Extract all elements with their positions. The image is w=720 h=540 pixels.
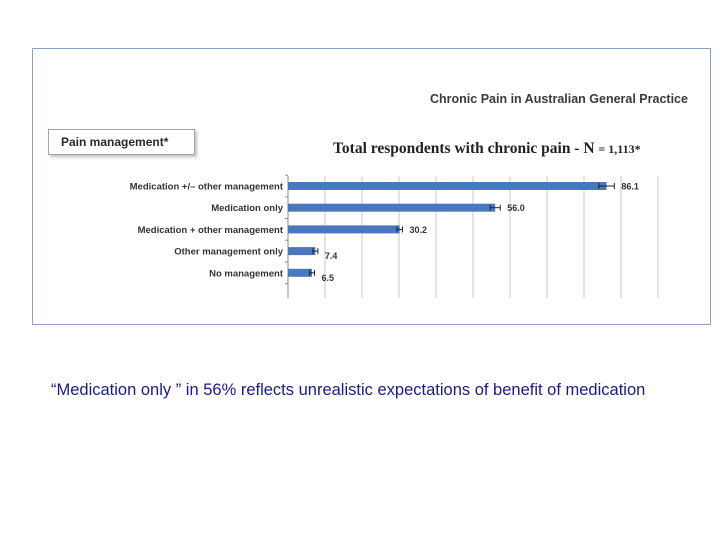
bar: [288, 182, 607, 190]
data-label: 30.2: [409, 225, 427, 235]
bar: [288, 203, 496, 212]
category-label: Medication +/– other management: [130, 182, 284, 193]
data-label: 86.1: [621, 182, 639, 192]
data-label: 56.0: [507, 203, 525, 213]
data-label: 7.4: [325, 251, 338, 261]
chart-title: Total respondents with chronic pain - N …: [333, 140, 641, 158]
category-label: Other management only: [174, 247, 283, 258]
category-label: Medication + other management: [138, 225, 284, 236]
chart-title-n: = 1,113*: [598, 142, 641, 156]
bar: [288, 268, 313, 277]
category-label: Medication only: [211, 203, 284, 214]
bar: [288, 247, 316, 256]
caption-text: “Medication only ” in 56% reflects unrea…: [51, 381, 646, 399]
section-label: Pain management*: [48, 129, 195, 155]
chart-title-text: Total respondents with chronic pain - N: [333, 140, 595, 157]
data-label: 6.5: [322, 273, 335, 283]
category-label: No management: [209, 268, 284, 279]
bar: [288, 225, 400, 234]
source-title: Chronic Pain in Australian General Pract…: [430, 92, 688, 106]
